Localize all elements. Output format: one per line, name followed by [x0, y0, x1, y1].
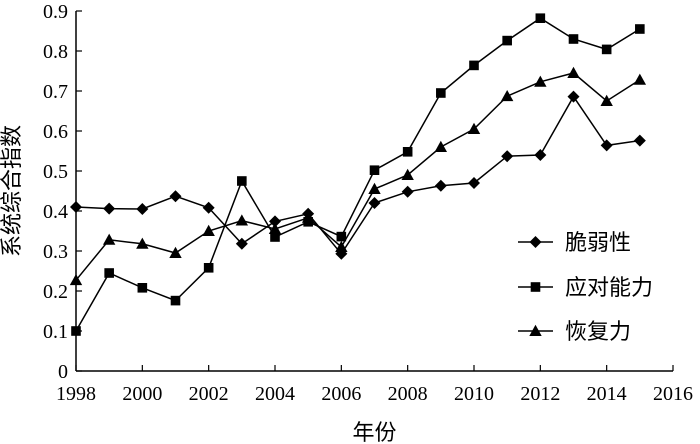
series-triangle	[69, 66, 647, 286]
data-point-diamond	[136, 203, 149, 215]
x-tick-label: 2000	[122, 383, 162, 405]
data-point-triangle	[169, 246, 182, 258]
data-point-square	[635, 24, 645, 34]
data-point-diamond	[401, 185, 414, 198]
data-point-diamond	[633, 134, 646, 147]
data-point-diamond	[235, 237, 248, 250]
data-point-square	[568, 34, 579, 44]
data-point-triangle	[500, 90, 514, 102]
data-point-square	[369, 165, 380, 175]
series-square	[71, 13, 645, 336]
data-point-diamond	[368, 197, 381, 209]
series-line	[75, 72, 641, 281]
data-point-square	[469, 60, 479, 71]
x-tick-label: 2014	[587, 383, 627, 405]
data-point-square	[203, 263, 214, 273]
legend-item: 恢复力	[518, 319, 631, 344]
legend-item: 脆弱性	[518, 230, 631, 255]
data-point-triangle	[268, 222, 282, 234]
data-point-triangle	[235, 214, 249, 226]
legend-marker-diamond	[529, 236, 542, 248]
data-point-triangle	[534, 75, 547, 87]
series-group	[69, 13, 647, 336]
data-point-square	[237, 176, 247, 186]
data-point-diamond	[534, 149, 547, 161]
data-point-diamond	[567, 90, 580, 103]
y-tick-label: 0.5	[43, 161, 68, 183]
y-tick-label: 0.6	[43, 121, 68, 143]
data-point-triangle	[600, 94, 613, 106]
y-tick-label: 0.1	[43, 321, 68, 343]
y-tick-label: 0.4	[43, 201, 68, 223]
data-point-square	[535, 13, 546, 23]
data-point-diamond	[501, 150, 514, 163]
x-tick-label: 2010	[454, 383, 494, 405]
y-axis-title: 系统综合指数	[0, 125, 24, 257]
data-point-triangle	[202, 224, 215, 236]
data-point-diamond	[103, 202, 116, 215]
data-point-triangle	[467, 122, 481, 134]
legend-label: 脆弱性	[565, 230, 631, 255]
data-point-square	[104, 268, 114, 278]
data-point-diamond	[269, 215, 281, 228]
y-tick-label: 0.7	[43, 81, 68, 103]
legend-marker-square	[530, 282, 541, 292]
data-point-triangle	[301, 211, 315, 223]
data-point-square	[601, 44, 612, 55]
series-diamond	[70, 90, 646, 260]
data-point-triangle	[567, 66, 580, 78]
x-tick-label: 2004	[255, 383, 295, 405]
x-tick-label: 1998	[56, 383, 96, 405]
data-point-diamond	[434, 179, 447, 192]
series-line	[75, 17, 641, 332]
x-axis-title: 年份	[352, 420, 396, 444]
data-point-square	[502, 35, 512, 46]
legend-item: 应对能力	[518, 275, 653, 300]
y-tick-label: 0	[58, 361, 68, 383]
x-tick-label: 2012	[520, 383, 560, 405]
x-tick-label: 2002	[189, 383, 229, 405]
data-point-square	[170, 295, 181, 306]
data-point-triangle	[434, 140, 448, 152]
data-point-square	[402, 147, 413, 157]
legend-marker-triangle	[529, 324, 542, 336]
data-point-square	[270, 232, 280, 242]
data-point-diamond	[202, 201, 215, 214]
data-point-square	[336, 231, 347, 242]
axes: 1998 2000 2002 2004 2006 2008 2010 2012 2014 2016…	[43, 1, 693, 405]
data-point-triangle	[69, 274, 83, 286]
data-point-diamond	[70, 201, 82, 213]
x-tick-label: 2008	[388, 383, 428, 405]
series-line	[75, 95, 640, 256]
data-point-triangle	[136, 237, 149, 249]
x-tick-label: 2006	[321, 383, 361, 405]
y-tick-label: 0.3	[43, 241, 68, 263]
data-point-triangle	[335, 240, 348, 252]
data-point-triangle	[401, 168, 414, 180]
data-point-diamond	[600, 139, 613, 152]
data-point-triangle	[633, 73, 647, 85]
y-tick-label: 0.8	[43, 41, 68, 63]
data-point-triangle	[368, 182, 381, 194]
legend-label: 恢复力	[565, 319, 631, 344]
data-point-square	[137, 283, 148, 293]
data-point-square	[71, 326, 81, 336]
data-point-square	[436, 88, 446, 98]
y-tick-label: 0.9	[43, 1, 68, 23]
y-tick-label: 0.2	[43, 281, 68, 303]
legend-label: 应对能力	[565, 275, 653, 300]
data-point-diamond	[468, 177, 480, 189]
x-tick-label: 2016	[653, 383, 693, 405]
data-point-triangle	[102, 233, 116, 245]
data-point-diamond	[169, 190, 182, 203]
